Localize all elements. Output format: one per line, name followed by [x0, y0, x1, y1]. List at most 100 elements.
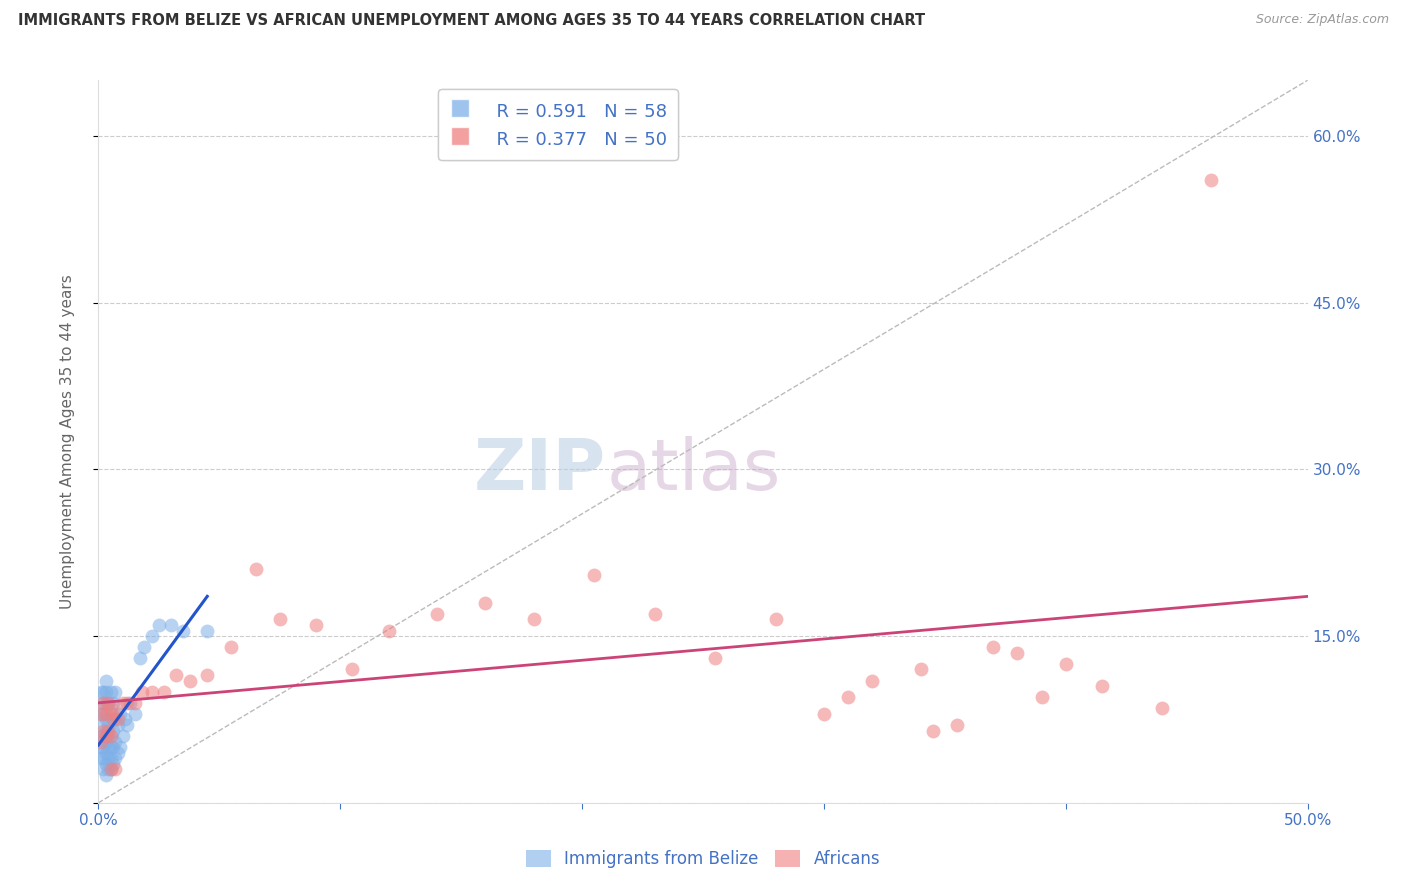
Point — [90, 684, 112, 698]
Point — [104, 713, 127, 727]
Point — [91, 729, 114, 743]
Point — [97, 740, 120, 755]
Point — [114, 713, 136, 727]
Point — [107, 718, 129, 732]
Point — [94, 768, 117, 782]
Point — [101, 713, 124, 727]
Point — [100, 763, 122, 777]
Point — [1054, 657, 1077, 671]
Point — [100, 729, 122, 743]
Point — [94, 746, 117, 760]
Point — [765, 612, 787, 626]
Point — [104, 684, 127, 698]
Point — [377, 624, 399, 638]
Point — [97, 723, 120, 738]
Point — [101, 756, 124, 771]
Point — [165, 668, 187, 682]
Point — [111, 729, 134, 743]
Point — [342, 662, 364, 676]
Legend: Immigrants from Belize, Africans: Immigrants from Belize, Africans — [519, 843, 887, 875]
Point — [90, 740, 112, 755]
Point — [100, 729, 122, 743]
Point — [117, 696, 139, 710]
Point — [946, 718, 969, 732]
Point — [107, 713, 129, 727]
Point — [101, 696, 124, 710]
Point — [101, 740, 124, 755]
Point — [269, 612, 291, 626]
Point — [108, 740, 131, 755]
Point — [91, 706, 114, 721]
Point — [91, 763, 114, 777]
Point — [94, 729, 117, 743]
Point — [104, 706, 127, 721]
Text: Source: ZipAtlas.com: Source: ZipAtlas.com — [1256, 13, 1389, 27]
Point — [141, 629, 163, 643]
Point — [813, 706, 835, 721]
Point — [644, 607, 666, 621]
Point — [94, 673, 117, 688]
Point — [104, 734, 127, 748]
Point — [221, 640, 243, 655]
Point — [90, 706, 112, 721]
Y-axis label: Unemployment Among Ages 35 to 44 years: Unemployment Among Ages 35 to 44 years — [60, 274, 75, 609]
Point — [195, 624, 218, 638]
Text: atlas: atlas — [606, 436, 780, 505]
Point — [426, 607, 449, 621]
Legend:   R = 0.591   N = 58,   R = 0.377   N = 50: R = 0.591 N = 58, R = 0.377 N = 50 — [439, 89, 678, 160]
Point — [172, 624, 194, 638]
Point — [1007, 646, 1029, 660]
Point — [100, 706, 122, 721]
Point — [91, 696, 114, 710]
Point — [91, 684, 114, 698]
Point — [107, 746, 129, 760]
Point — [124, 696, 146, 710]
Text: IMMIGRANTS FROM BELIZE VS AFRICAN UNEMPLOYMENT AMONG AGES 35 TO 44 YEARS CORRELA: IMMIGRANTS FROM BELIZE VS AFRICAN UNEMPL… — [18, 13, 925, 29]
Point — [131, 684, 153, 698]
Point — [124, 706, 146, 721]
Point — [245, 562, 267, 576]
Point — [704, 651, 727, 665]
Point — [101, 723, 124, 738]
Point — [90, 751, 112, 765]
Point — [134, 640, 156, 655]
Point — [91, 751, 114, 765]
Text: ZIP: ZIP — [474, 436, 606, 505]
Point — [94, 723, 117, 738]
Point — [94, 756, 117, 771]
Point — [90, 706, 112, 721]
Point — [111, 696, 134, 710]
Point — [97, 751, 120, 765]
Point — [91, 696, 114, 710]
Point — [94, 713, 117, 727]
Point — [118, 696, 141, 710]
Point — [91, 723, 114, 738]
Point — [91, 740, 114, 755]
Point — [128, 651, 150, 665]
Point — [981, 640, 1004, 655]
Point — [94, 706, 117, 721]
Point — [910, 662, 932, 676]
Point — [94, 734, 117, 748]
Point — [179, 673, 201, 688]
Point — [474, 596, 496, 610]
Point — [583, 568, 606, 582]
Point — [97, 729, 120, 743]
Point — [100, 701, 122, 715]
Point — [100, 684, 122, 698]
Point — [148, 618, 170, 632]
Point — [104, 751, 127, 765]
Point — [117, 718, 139, 732]
Point — [1091, 679, 1114, 693]
Point — [91, 718, 114, 732]
Point — [837, 690, 859, 705]
Point — [97, 718, 120, 732]
Point — [100, 751, 122, 765]
Point — [104, 763, 127, 777]
Point — [921, 723, 943, 738]
Point — [523, 612, 546, 626]
Point — [97, 696, 120, 710]
Point — [860, 673, 883, 688]
Point — [97, 763, 120, 777]
Point — [195, 668, 218, 682]
